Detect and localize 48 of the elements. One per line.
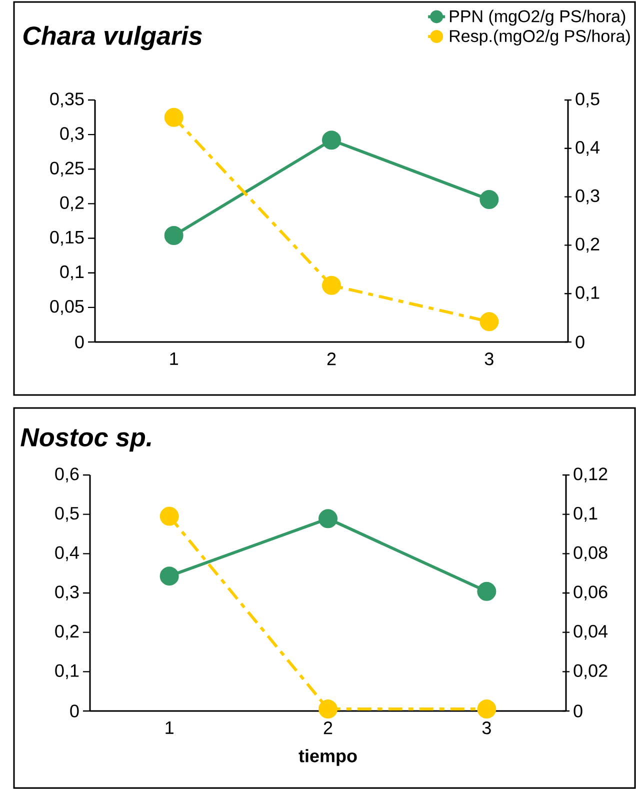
y-tick-label: 0,25 (50, 162, 84, 177)
y-tick-label: 0,4 (55, 546, 79, 562)
legend-label: PPN (mgO2/g PS/hora) (450, 10, 626, 26)
point (164, 108, 184, 127)
y2-tick-label: 0,12 (574, 468, 608, 482)
x-tick-label: 2 (327, 352, 336, 366)
y2-tick-label: 0,06 (574, 586, 608, 600)
y2-tick-label: 0 (574, 704, 582, 718)
point (480, 312, 499, 332)
y2-tick-label: 0,1 (576, 286, 600, 302)
y-tick-label: 0 (75, 336, 84, 348)
x-tick-label: 1 (170, 352, 178, 365)
y-tick-label: 0,1 (55, 664, 79, 680)
x-tick-label: 1 (166, 722, 174, 734)
y-tick-label: 0,6 (55, 468, 79, 482)
chart-title: Nostoc sp. (20, 428, 151, 452)
legend-label: Resp.(mgO2/g PS/hora) (450, 30, 630, 46)
point (160, 566, 179, 586)
y-tick-label: 0,2 (60, 196, 84, 212)
y2-tick-label: 0,2 (576, 238, 600, 253)
x-axis-title: tiempo (298, 749, 357, 766)
x-tick-label: 3 (482, 722, 491, 734)
y2-tick-label: 0,5 (576, 92, 600, 108)
y-tick-label: 0,05 (50, 300, 84, 315)
y-tick-label: 0,2 (55, 624, 79, 640)
y2-tick-label: 0,4 (576, 140, 600, 156)
point (480, 190, 499, 210)
y2-tick-label: 0,02 (574, 664, 608, 680)
y-tick-label: 0,1 (60, 265, 84, 280)
y-tick-label: 0,3 (55, 586, 79, 600)
y-tick-label: 0,35 (50, 92, 84, 108)
point (322, 276, 342, 295)
y-tick-label: 0,15 (50, 230, 84, 246)
y2-tick-label: 0,08 (574, 546, 608, 562)
point (164, 226, 184, 246)
x-tick-label: 3 (484, 352, 494, 366)
point (477, 582, 496, 601)
y-tick-label: 0 (70, 704, 79, 718)
y2-tick-label: 0,1 (574, 506, 598, 522)
point (318, 509, 338, 528)
x-tick-label: 2 (324, 722, 332, 734)
y2-tick-label: 0,3 (576, 189, 600, 204)
y2-tick-label: 0,04 (574, 624, 608, 640)
y-tick-label: 0,5 (55, 506, 79, 522)
y2-tick-label: 0 (576, 336, 584, 348)
point (322, 130, 342, 150)
chart-title: Chara vulgaris (23, 26, 202, 50)
y-tick-label: 0,3 (60, 127, 84, 142)
